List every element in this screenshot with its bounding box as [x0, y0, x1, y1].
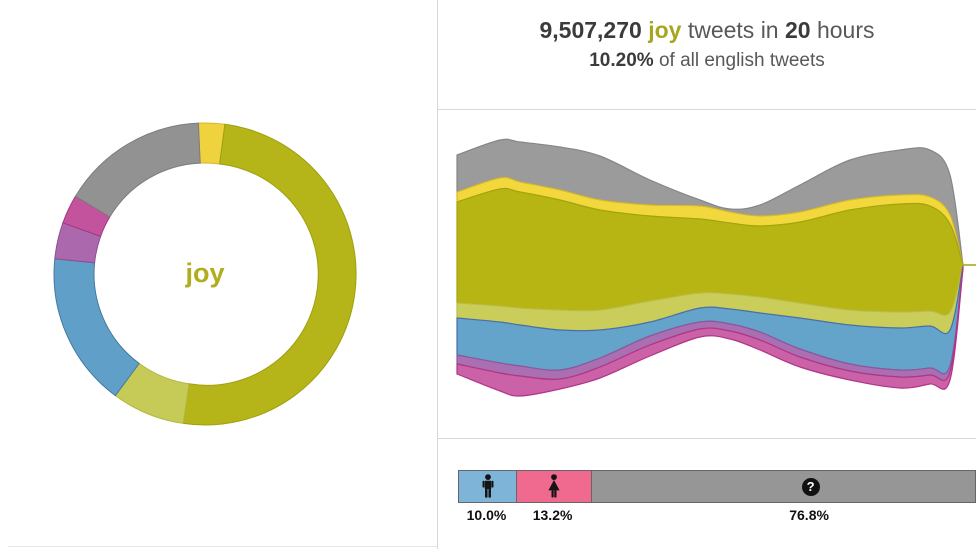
tweet-volume-streamgraph: [456, 138, 976, 397]
question-icon: ?: [801, 477, 820, 496]
female-icon: [548, 474, 560, 498]
donut-center-label: joy: [185, 258, 225, 288]
female-percent-label: 13.2%: [532, 507, 573, 523]
male-percent-label: 10.0%: [466, 507, 507, 523]
vertical-divider: [437, 0, 438, 549]
male-icon: [482, 474, 493, 498]
donut-segment-olive[interactable]: [182, 123, 357, 426]
emotion-name: joy: [648, 17, 682, 43]
header: 9,507,270 joy tweets in 20 hours 10.20% …: [438, 0, 976, 108]
stream-divider: [438, 438, 976, 439]
header-line-2: 10.20% of all english tweets: [438, 47, 976, 75]
header-middle-text: tweets in: [681, 17, 785, 43]
stream-band-pink: [456, 267, 964, 397]
hours-value: 20: [784, 17, 811, 43]
hours-word: hours: [810, 17, 875, 43]
left-panel-bottom-border: [8, 546, 437, 547]
unknown-percent-label: 76.8%: [789, 507, 829, 523]
tweet-count: 9,507,270: [539, 17, 642, 43]
donut-segment-gray[interactable]: [74, 122, 201, 218]
share-percent: 10.20%: [589, 50, 654, 71]
gender-segment-male: [459, 471, 516, 502]
gender-segment-unknown: ?: [591, 471, 975, 502]
gender-segment-female: [516, 471, 592, 502]
emotion-donut-chart[interactable]: [50, 119, 360, 429]
share-suffix: of all english tweets: [653, 50, 825, 71]
header-divider: [438, 109, 976, 110]
gender-share-bar: ?: [458, 470, 976, 503]
header-line-1: 9,507,270 joy tweets in 20 hours: [438, 13, 976, 47]
gender-percent-labels: 10.0% 13.2% 76.8%: [458, 507, 976, 523]
